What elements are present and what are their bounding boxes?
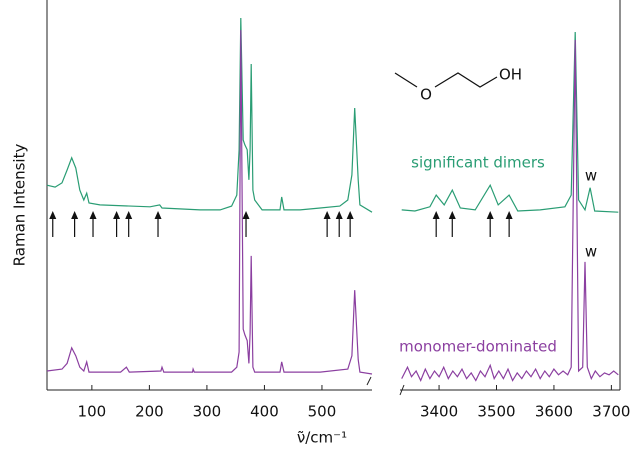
series-label: monomer-dominated (399, 338, 557, 356)
series-label: significant dimers (411, 154, 545, 172)
arrow-head (346, 211, 354, 219)
arrow (242, 211, 250, 237)
arrow-head (125, 211, 133, 219)
atom-label: OH (499, 66, 522, 84)
arrow (448, 211, 456, 237)
peak-annotation: w (585, 167, 597, 185)
spectrum-line (46, 30, 373, 375)
bond (434, 72, 498, 88)
x-axis-label: ν̃/cm⁻¹ (297, 429, 347, 447)
molecule: O OH (394, 66, 522, 104)
x-tick-label: 500 (308, 403, 337, 421)
arrow-head (154, 211, 162, 219)
arrow-head (323, 211, 331, 219)
spectrum-line (401, 39, 619, 382)
arrow-head (71, 211, 79, 219)
x-tick-label: 200 (135, 403, 164, 421)
x-tick-label: 3400 (420, 403, 458, 421)
x-tick-label: 3600 (535, 403, 573, 421)
x-tick-label: 400 (250, 403, 279, 421)
arrow-head (432, 211, 440, 219)
arrow-head (335, 211, 343, 219)
arrow-head (49, 211, 57, 219)
arrow (49, 211, 57, 237)
arrow-head (89, 211, 97, 219)
arrow-head (242, 211, 250, 219)
arrow (346, 211, 354, 237)
bond (394, 72, 418, 88)
arrow (113, 211, 121, 237)
arrow (125, 211, 133, 237)
axis-break (366, 376, 372, 386)
arrow (505, 211, 513, 237)
arrow (432, 211, 440, 237)
arrow (323, 211, 331, 237)
arrow (154, 211, 162, 237)
y-axis-label: Raman Intensity (11, 144, 29, 267)
arrow-head (113, 211, 121, 219)
x-tick-label: 3700 (592, 403, 630, 421)
arrow-head (448, 211, 456, 219)
arrow-head (505, 211, 513, 219)
arrow (486, 211, 494, 237)
peak-annotation: w (585, 243, 597, 261)
atom-label: O (420, 86, 432, 104)
arrow (335, 211, 343, 237)
arrow (89, 211, 97, 237)
axis-break (399, 384, 405, 396)
spectrum-line (401, 31, 619, 213)
x-tick-label: 300 (193, 403, 222, 421)
spectrum-line (46, 17, 373, 213)
arrow-head (486, 211, 494, 219)
x-tick-label: 100 (78, 403, 107, 421)
x-tick-label: 3500 (477, 403, 515, 421)
arrow (71, 211, 79, 237)
